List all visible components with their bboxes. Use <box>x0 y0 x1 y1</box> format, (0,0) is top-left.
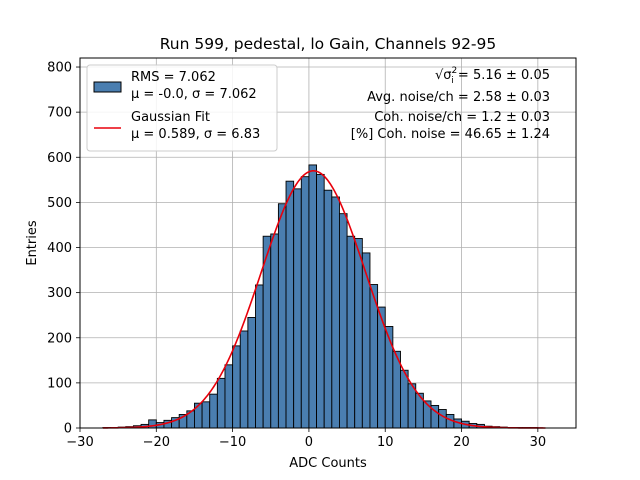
x-axis-title: ADC Counts <box>289 456 367 471</box>
legend-fit-label: Gaussian Fit <box>131 110 210 125</box>
histogram-bar <box>293 188 302 429</box>
annotation-coh-noise: Coh. noise/ch = 1.2 ± 0.03 <box>374 110 550 125</box>
y-tick-label: 200 <box>47 331 72 346</box>
x-tick-label: −10 <box>219 435 246 450</box>
histogram-bar <box>346 235 356 429</box>
legend: RMS = 7.062 μ = -0.0, σ = 7.062 Gaussian… <box>86 64 278 152</box>
x-tick-label: −30 <box>66 435 93 450</box>
histogram-bar <box>247 317 256 429</box>
x-tick-label: 0 <box>305 435 313 450</box>
annotation-avg-noise: Avg. noise/ch = 2.58 ± 0.03 <box>367 90 550 105</box>
histogram-bar <box>316 173 325 429</box>
x-axis-ticks: −30 −20 −10 0 10 20 30 <box>66 428 546 450</box>
legend-histogram-label: RMS = 7.062 <box>131 70 216 85</box>
histogram-bar <box>224 364 234 429</box>
y-tick-label: 800 <box>47 61 72 76</box>
histogram-bar <box>361 252 371 429</box>
histogram-bar <box>194 402 203 429</box>
histogram-bar <box>400 369 409 429</box>
legend-histogram-swatch <box>93 81 122 93</box>
x-tick-label: 10 <box>377 435 394 450</box>
histogram-bar <box>209 393 218 429</box>
histogram-bar <box>384 326 394 429</box>
histogram-bar <box>255 284 264 429</box>
y-axis-ticks: 0 100 200 300 400 500 600 700 800 <box>47 61 80 437</box>
y-tick-label: 300 <box>47 286 72 301</box>
y-tick-label: 500 <box>47 196 72 211</box>
histogram-bar <box>438 409 447 429</box>
x-tick-label: 30 <box>530 435 547 450</box>
histogram-bar <box>216 377 226 429</box>
histogram-bar <box>354 238 363 429</box>
y-tick-label: 100 <box>47 376 72 391</box>
histogram-bar <box>338 213 348 429</box>
x-tick-label: 20 <box>453 435 470 450</box>
x-tick-label: −20 <box>143 435 170 450</box>
y-tick-label: 600 <box>47 151 72 166</box>
histogram-bar <box>323 189 333 429</box>
histogram-bar <box>232 345 241 429</box>
histogram-bar <box>277 203 287 429</box>
y-tick-label: 400 <box>47 241 72 256</box>
histogram-bar <box>407 383 417 429</box>
histogram-bars <box>102 164 539 429</box>
annotation-coh-noise-percent: [%] Coh. noise = 46.65 ± 1.24 <box>351 127 550 142</box>
annotation-total-noise: √σ2 i = 5.16 ± 0.05 <box>435 66 550 86</box>
y-tick-label: 0 <box>64 422 72 437</box>
histogram-bar <box>285 180 295 429</box>
y-axis-title: Entries <box>25 220 40 266</box>
histogram-bar <box>300 176 310 429</box>
plot-frame <box>79 57 577 429</box>
chart-title: Run 599, pedestal, lo Gain, Channels 92-… <box>160 35 497 53</box>
legend-fit-stats: μ = 0.589, σ = 6.83 <box>131 127 260 142</box>
legend-box <box>86 64 278 152</box>
gaussian-fit-line <box>102 170 546 429</box>
y-tick-label: 700 <box>47 106 72 121</box>
histogram-bar <box>201 401 211 429</box>
legend-histogram-stats: μ = -0.0, σ = 7.062 <box>131 87 257 102</box>
histogram-bar <box>270 233 279 429</box>
histogram-bar <box>308 164 318 429</box>
histogram-bar <box>331 196 340 429</box>
noise-annotations: √σ2 i = 5.16 ± 0.05 Avg. noise/ch = 2.58 … <box>351 66 550 142</box>
histogram-bar <box>239 330 249 429</box>
